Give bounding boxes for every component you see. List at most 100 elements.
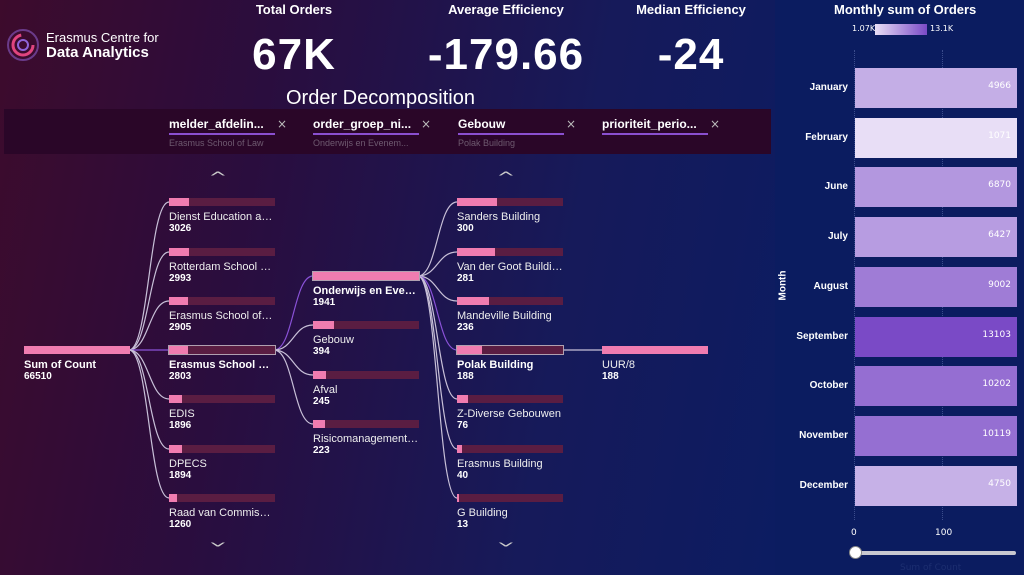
node-bar[interactable] — [312, 271, 420, 281]
node-bar[interactable] — [169, 198, 275, 206]
close-icon[interactable]: × — [276, 117, 287, 131]
node-bar[interactable] — [313, 420, 419, 428]
month-bar[interactable]: 10119 — [855, 415, 1017, 456]
tree-node[interactable]: Polak Building 188 — [456, 345, 564, 382]
month-label: August — [813, 280, 848, 292]
connector-line — [273, 275, 314, 351]
kpi-avg-efficiency-value: -179.66 — [427, 30, 585, 79]
node-label: Dienst Education an... — [169, 211, 275, 223]
kpi-median-efficiency-value: -24 — [657, 30, 725, 79]
node-label: Mandeville Building — [457, 310, 552, 322]
filter-chip[interactable]: order_groep_ni... × Onderwijs en Evenem... — [313, 117, 431, 148]
node-bar[interactable] — [457, 445, 563, 453]
node-bar[interactable] — [457, 395, 563, 403]
tree-node[interactable]: Gebouw 394 — [313, 321, 419, 357]
node-bar[interactable] — [169, 494, 275, 502]
node-bar-fill — [169, 198, 190, 206]
scroll-up-icon[interactable]: ^ — [208, 170, 228, 186]
tree-node[interactable]: Z-Diverse Gebouwen 76 — [457, 395, 563, 431]
tree-node[interactable]: EDIS 1896 — [169, 395, 275, 431]
connector-line — [273, 349, 314, 425]
node-value: 300 — [457, 223, 474, 234]
connector-line — [417, 275, 458, 351]
filter-chip[interactable]: melder_afdelin... × Erasmus School of Law — [169, 117, 287, 148]
close-icon[interactable]: × — [420, 117, 431, 131]
month-label: July — [827, 231, 848, 243]
node-value: 1894 — [169, 470, 192, 481]
node-bar[interactable] — [168, 345, 276, 355]
tree-node[interactable]: Sum of Count 66510 — [24, 346, 130, 382]
month-bar[interactable]: 1071 — [855, 117, 1017, 158]
close-icon[interactable]: × — [565, 117, 576, 131]
legend-max: 13.1K — [930, 24, 954, 33]
bar-value-label: 4966 — [988, 81, 1011, 91]
node-bar[interactable] — [457, 297, 563, 305]
node-value: 2803 — [169, 371, 192, 382]
node-bar[interactable] — [313, 321, 419, 329]
connector-line — [128, 349, 170, 499]
node-bar-fill — [169, 445, 182, 453]
node-bar[interactable] — [602, 346, 708, 354]
month-bar[interactable]: 4966 — [855, 68, 1017, 108]
tree-node[interactable]: Sanders Building 300 — [457, 198, 563, 234]
node-value: 2993 — [169, 273, 192, 284]
scroll-up-icon[interactable]: ^ — [496, 170, 516, 186]
tree-node[interactable]: Afval 245 — [313, 371, 419, 407]
tree-node[interactable]: UUR/8 188 — [602, 346, 708, 382]
tree-node[interactable]: Dienst Education an... 3026 — [169, 198, 275, 234]
node-label: Raad van Commissa... — [169, 507, 275, 519]
node-bar-fill — [313, 371, 326, 379]
month-bar[interactable]: 6870 — [855, 167, 1017, 208]
tree-node[interactable]: Van der Goot Building 281 — [457, 248, 563, 284]
connector-line — [128, 349, 170, 450]
node-bar[interactable] — [457, 494, 563, 502]
tree-node[interactable]: Risicomanagement ... 223 — [313, 420, 419, 456]
month-label: September — [796, 330, 848, 342]
tree-node[interactable]: Rotterdam School o... 2993 — [169, 248, 275, 284]
filter-name: melder_afdelin... — [169, 117, 275, 135]
range-slider[interactable] — [856, 551, 1016, 555]
connector-line — [273, 349, 314, 376]
node-bar[interactable] — [169, 445, 275, 453]
connector-line — [128, 251, 170, 351]
close-icon[interactable]: × — [709, 117, 720, 131]
node-bar[interactable] — [457, 248, 563, 256]
tree-node[interactable]: Erasmus School of E... 2905 — [169, 297, 275, 333]
node-bar[interactable] — [313, 371, 419, 379]
node-bar-fill — [457, 346, 483, 354]
node-bar-fill — [313, 321, 335, 329]
node-bar[interactable] — [24, 346, 130, 354]
node-bar[interactable] — [457, 198, 563, 206]
node-label: UUR/8 — [602, 359, 636, 371]
node-bar[interactable] — [169, 395, 275, 403]
kpi-avg-efficiency-label: Average Efficiency — [448, 2, 564, 17]
tree-node[interactable]: Raad van Commissa... 1260 — [169, 494, 275, 530]
node-bar[interactable] — [456, 345, 564, 355]
month-bar[interactable]: 6427 — [855, 217, 1017, 258]
month-bar[interactable]: 4750 — [855, 465, 1017, 506]
month-label: November — [799, 429, 848, 441]
tree-node[interactable]: G Building 13 — [457, 494, 563, 530]
node-bar-fill — [457, 445, 463, 453]
filter-chip[interactable]: prioriteit_perio... × — [602, 117, 720, 138]
node-bar[interactable] — [169, 248, 275, 256]
node-value: 2905 — [169, 322, 192, 333]
node-bar-fill — [169, 297, 189, 305]
tree-node[interactable]: Erasmus Building 40 — [457, 445, 563, 481]
filter-chip[interactable]: Gebouw × Polak Building — [458, 117, 576, 148]
node-bar-fill — [313, 420, 325, 428]
bar-value-label: 10202 — [982, 379, 1011, 390]
scroll-down-icon[interactable]: ^ — [208, 532, 228, 548]
month-bar[interactable]: 13103 — [855, 316, 1017, 357]
slider-handle[interactable] — [849, 546, 862, 559]
node-value: 76 — [457, 420, 469, 431]
node-bar[interactable] — [169, 297, 275, 305]
tree-node[interactable]: Mandeville Building 236 — [457, 297, 563, 333]
month-bar[interactable]: 10202 — [855, 366, 1017, 407]
tree-node[interactable]: Onderwijs en Even... 1941 — [312, 271, 420, 308]
node-bar-fill — [457, 198, 498, 206]
tree-node[interactable]: Erasmus School of ... 2803 — [168, 345, 276, 382]
month-bar[interactable]: 9002 — [855, 266, 1017, 307]
tree-node[interactable]: DPECS 1894 — [169, 445, 275, 481]
scroll-down-icon[interactable]: ^ — [496, 532, 516, 548]
